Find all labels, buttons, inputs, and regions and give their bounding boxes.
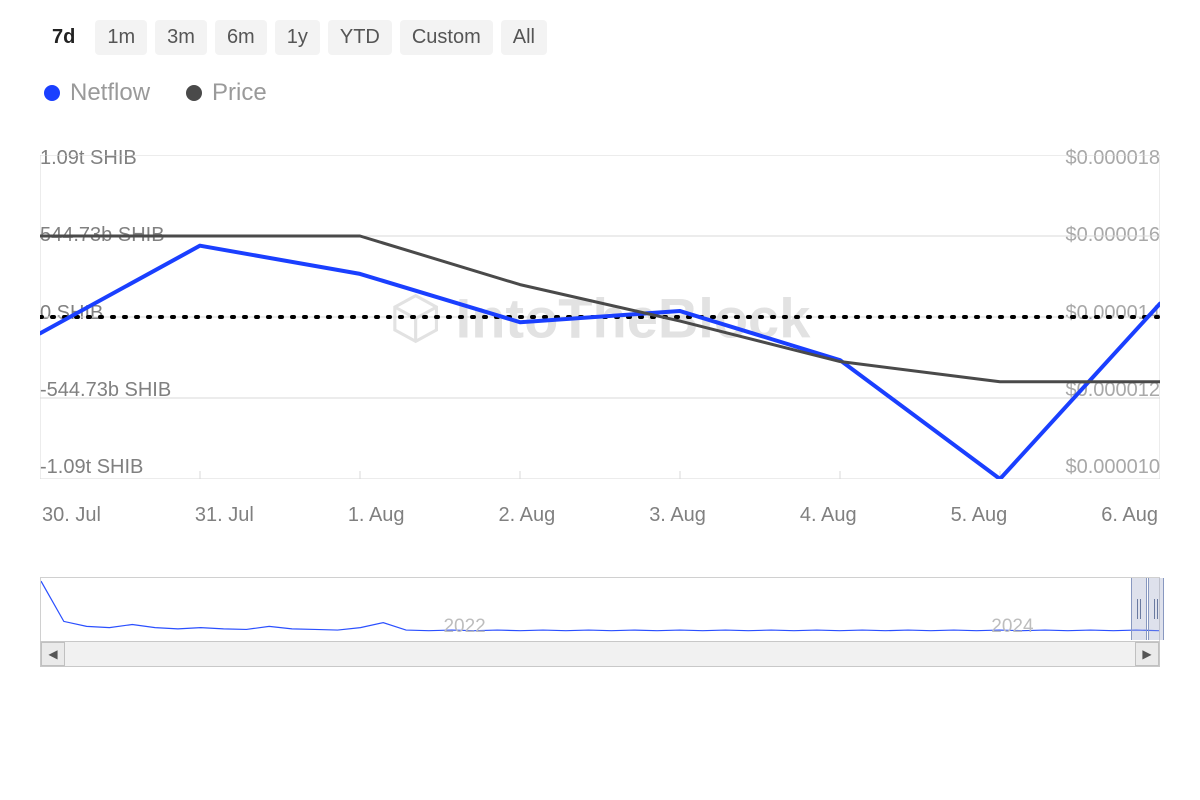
legend-label: Netflow [70, 79, 150, 107]
x-tick: 1. Aug [348, 504, 405, 527]
x-tick: 2. Aug [499, 504, 556, 527]
legend-label: Price [212, 79, 267, 107]
chart-legend: Netflow Price [40, 79, 1160, 107]
time-navigator[interactable]: 2022 2024 ◀ ▶ [40, 577, 1160, 667]
navigator-scrollbar[interactable]: ◀ ▶ [40, 641, 1160, 667]
navigator-year-label: 2022 [443, 616, 485, 638]
series-price [40, 236, 1160, 382]
time-range-tabs: 7d1m3m6m1yYTDCustomAll [40, 20, 1160, 55]
navigator-scroll-right[interactable]: ▶ [1135, 642, 1159, 666]
legend-dot-icon [186, 85, 202, 101]
x-tick: 30. Jul [42, 504, 101, 527]
x-axis-labels: 30. Jul 31. Jul 1. Aug 2. Aug 3. Aug 4. Aug 5.… [40, 504, 1160, 527]
x-tick: 31. Jul [195, 504, 254, 527]
legend-item-price[interactable]: Price [186, 79, 267, 107]
range-tab-1m[interactable]: 1m [95, 20, 147, 55]
range-tab-3m[interactable]: 3m [155, 20, 207, 55]
x-tick: 3. Aug [649, 504, 706, 527]
series-netflow [40, 246, 1160, 479]
range-tab-custom[interactable]: Custom [400, 20, 493, 55]
range-tab-all[interactable]: All [501, 20, 547, 55]
navigator-scroll-left[interactable]: ◀ [41, 642, 65, 666]
range-tab-1y[interactable]: 1y [275, 20, 320, 55]
x-tick: 4. Aug [800, 504, 857, 527]
navigator-handle-right[interactable] [1148, 578, 1164, 640]
plot-area [40, 155, 1160, 479]
navigator-year-label: 2024 [991, 616, 1033, 638]
main-chart: IntoTheBlock 1.09t SHIB544.73b SHIB0 SHI… [40, 147, 1160, 527]
x-tick: 6. Aug [1101, 504, 1158, 527]
legend-dot-icon [44, 85, 60, 101]
range-tab-7d[interactable]: 7d [40, 20, 87, 55]
legend-item-netflow[interactable]: Netflow [44, 79, 150, 107]
x-tick: 5. Aug [951, 504, 1008, 527]
range-tab-6m[interactable]: 6m [215, 20, 267, 55]
range-tab-ytd[interactable]: YTD [328, 20, 392, 55]
navigator-handle-left[interactable] [1131, 578, 1147, 640]
